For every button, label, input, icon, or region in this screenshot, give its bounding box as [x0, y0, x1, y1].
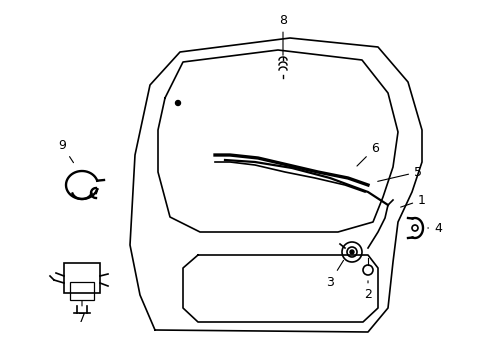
Text: 4: 4 — [427, 221, 441, 234]
Circle shape — [349, 250, 353, 254]
Text: 1: 1 — [400, 194, 425, 207]
Bar — [70, 282, 94, 300]
Text: 7: 7 — [78, 301, 86, 324]
Text: 9: 9 — [58, 139, 73, 163]
Text: 2: 2 — [364, 281, 371, 302]
Text: 3: 3 — [325, 260, 343, 288]
Text: 6: 6 — [356, 141, 378, 166]
Bar — [64, 263, 100, 293]
Text: 5: 5 — [377, 166, 421, 181]
Text: 8: 8 — [279, 14, 286, 55]
Circle shape — [175, 100, 180, 105]
